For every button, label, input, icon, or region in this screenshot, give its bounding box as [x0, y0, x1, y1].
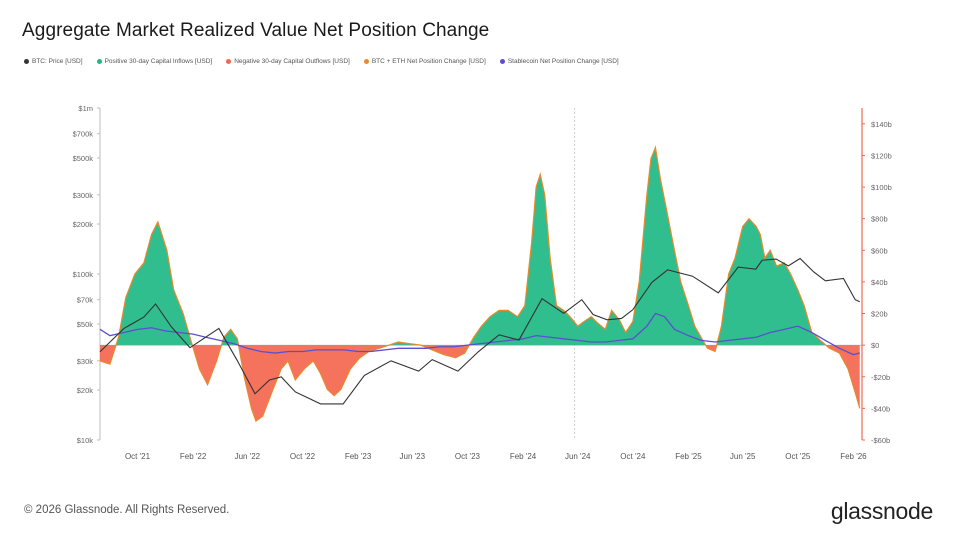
x-axis-tick-label: Oct '24 [620, 452, 646, 461]
right-axis-tick-label: $20b [871, 310, 888, 319]
right-axis-tick-label: $100b [871, 183, 892, 192]
left-axis-tick-label: $30k [77, 357, 94, 366]
x-axis-tick-label: Feb '26 [840, 452, 867, 461]
legend-label: BTC: Price [USD] [32, 58, 83, 65]
legend-label: Negative 30-day Capital Outflows [USD] [234, 58, 350, 65]
right-axis-tick-label: -$40b [871, 404, 890, 413]
right-axis-tick-label: $60b [871, 246, 888, 255]
left-axis-tick-label: $300k [73, 191, 94, 200]
left-axis-tick-label: $100k [73, 270, 94, 279]
legend-item-btc-eth[interactable]: BTC + ETH Net Position Change [USD] [363, 58, 486, 65]
right-axis-tick-label: -$20b [871, 373, 890, 382]
x-axis-tick-label: Oct '21 [125, 452, 151, 461]
legend-item-stablecoin[interactable]: Stablecoin Net Position Change [USD] [499, 58, 619, 65]
left-axis-tick-label: $70k [77, 296, 94, 305]
left-axis-tick-label: $1m [78, 104, 93, 113]
legend-item-outflows[interactable]: Negative 30-day Capital Outflows [USD] [226, 58, 350, 65]
left-axis-tick-label: $50k [77, 320, 94, 329]
right-axis-tick-label: $80b [871, 215, 888, 224]
copyright-text: © 2026 Glassnode. All Rights Reserved. [24, 504, 230, 516]
legend-dot-outflows [226, 59, 232, 64]
left-axis-tick-label: $10k [77, 436, 94, 445]
x-axis-tick-label: Oct '25 [785, 452, 811, 461]
x-axis-tick-label: Feb '23 [345, 452, 372, 461]
right-axis-tick-label: $0 [871, 341, 879, 350]
x-axis-tick-label: Feb '22 [180, 452, 207, 461]
x-axis-tick-label: Jun '25 [730, 452, 756, 461]
right-axis-tick-label: $120b [871, 151, 892, 160]
brand-logo: glassnode [830, 498, 933, 524]
btc-price-line [99, 257, 860, 405]
legend-dot-inflows [96, 59, 102, 64]
x-axis-tick-label: Oct '22 [290, 452, 316, 461]
legend-item-inflows[interactable]: Positive 30-day Capital Inflows [USD] [96, 58, 213, 65]
negative-outflows-area [100, 345, 860, 421]
legend-label: Stablecoin Net Position Change [USD] [507, 58, 619, 65]
x-axis-tick-label: Jun '23 [400, 452, 426, 461]
x-axis-tick-label: Oct '23 [455, 452, 481, 461]
legend: BTC: Price [USD] Positive 30-day Capital… [24, 58, 619, 65]
right-axis-tick-label: $40b [871, 278, 888, 287]
chart-canvas: $10k $20k $30k $50k $70k $100k $200k $300k $500k… [73, 104, 892, 461]
right-axis-tick-label: $140b [871, 120, 892, 129]
left-axis-tick-label: $20k [77, 386, 94, 395]
legend-label: Positive 30-day Capital Inflows [USD] [104, 58, 213, 65]
x-axis-tick-label: Feb '25 [675, 452, 702, 461]
right-axis-tick-label: -$60b [871, 436, 890, 445]
legend-dot-stablecoin [499, 59, 505, 64]
x-axis-tick-label: Jun '24 [565, 452, 591, 461]
legend-dot-btc-eth [363, 59, 369, 64]
chart-title: Aggregate Market Realized Value Net Posi… [22, 20, 490, 41]
btc-eth-net-position-line [99, 145, 861, 422]
legend-label: BTC + ETH Net Position Change [USD] [371, 58, 486, 65]
left-axis-tick-label: $700k [73, 130, 94, 139]
legend-item-btc-price[interactable]: BTC: Price [USD] [24, 58, 83, 65]
x-axis-tick-label: Feb '24 [510, 452, 537, 461]
legend-dot-btc-price [24, 59, 29, 64]
positive-inflows-area [100, 149, 860, 346]
x-axis-tick-label: Jun '22 [235, 452, 261, 461]
left-axis-tick-label: $500k [73, 154, 94, 163]
left-axis-tick-label: $200k [73, 220, 94, 229]
